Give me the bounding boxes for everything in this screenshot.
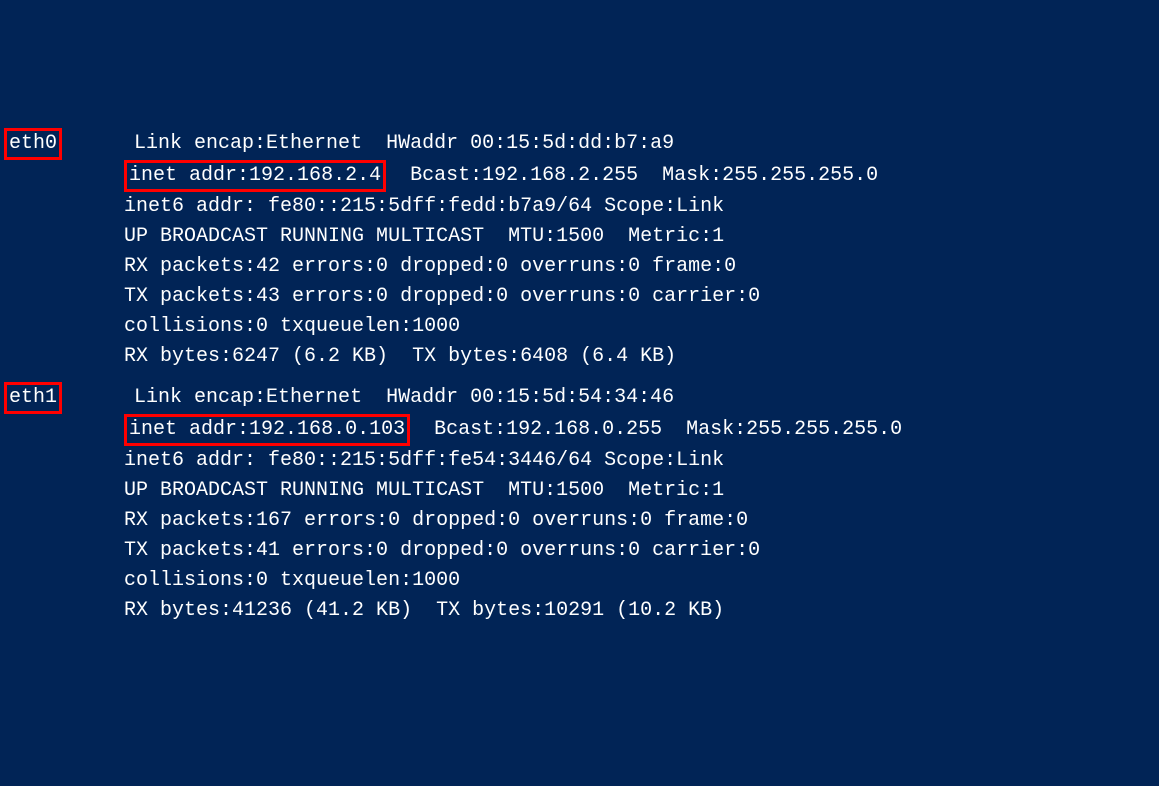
link-encap-text: Link encap:Ethernet HWaddr 00:15:5d:54:3… bbox=[62, 386, 674, 409]
iface-header-line: eth1 Link encap:Ethernet HWaddr 00:15:5d… bbox=[4, 382, 1155, 414]
inet-addr-line: inet addr:192.168.0.103 Bcast:192.168.0.… bbox=[4, 414, 1155, 446]
tx-packets-line: TX packets:41 errors:0 dropped:0 overrun… bbox=[4, 536, 1155, 566]
iface-name-highlight: eth0 bbox=[4, 128, 62, 160]
rx-packets-line: RX packets:42 errors:0 dropped:0 overrun… bbox=[4, 252, 1155, 282]
collisions-line: collisions:0 txqueuelen:1000 bbox=[4, 566, 1155, 596]
inet-addr-highlight: inet addr:192.168.2.4 bbox=[124, 160, 386, 192]
bytes-line: RX bytes:6247 (6.2 KB) TX bytes:6408 (6.… bbox=[4, 342, 1155, 372]
terminal-output: eth0 Link encap:Ethernet HWaddr 00:15:5d… bbox=[4, 128, 1155, 626]
interface-block-eth0: eth0 Link encap:Ethernet HWaddr 00:15:5d… bbox=[4, 128, 1155, 372]
iface-header-line: eth0 Link encap:Ethernet HWaddr 00:15:5d… bbox=[4, 128, 1155, 160]
tx-packets-line: TX packets:43 errors:0 dropped:0 overrun… bbox=[4, 282, 1155, 312]
flags-line: UP BROADCAST RUNNING MULTICAST MTU:1500 … bbox=[4, 222, 1155, 252]
indent bbox=[4, 164, 124, 187]
inet6-line: inet6 addr: fe80::215:5dff:fe54:3446/64 … bbox=[4, 446, 1155, 476]
inet-addr-line: inet addr:192.168.2.4 Bcast:192.168.2.25… bbox=[4, 160, 1155, 192]
iface-name-highlight: eth1 bbox=[4, 382, 62, 414]
flags-line: UP BROADCAST RUNNING MULTICAST MTU:1500 … bbox=[4, 476, 1155, 506]
rx-packets-line: RX packets:167 errors:0 dropped:0 overru… bbox=[4, 506, 1155, 536]
link-encap-text: Link encap:Ethernet HWaddr 00:15:5d:dd:b… bbox=[62, 132, 674, 155]
inet-addr-highlight: inet addr:192.168.0.103 bbox=[124, 414, 410, 446]
bytes-line: RX bytes:41236 (41.2 KB) TX bytes:10291 … bbox=[4, 596, 1155, 626]
bcast-mask-text: Bcast:192.168.2.255 Mask:255.255.255.0 bbox=[386, 164, 878, 187]
collisions-line: collisions:0 txqueuelen:1000 bbox=[4, 312, 1155, 342]
interface-block-eth1: eth1 Link encap:Ethernet HWaddr 00:15:5d… bbox=[4, 382, 1155, 626]
indent bbox=[4, 418, 124, 441]
bcast-mask-text: Bcast:192.168.0.255 Mask:255.255.255.0 bbox=[410, 418, 902, 441]
inet6-line: inet6 addr: fe80::215:5dff:fedd:b7a9/64 … bbox=[4, 192, 1155, 222]
